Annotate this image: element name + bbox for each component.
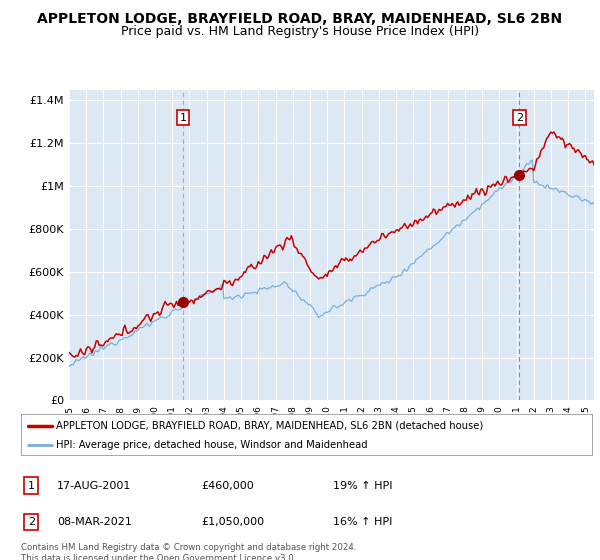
Text: APPLETON LODGE, BRAYFIELD ROAD, BRAY, MAIDENHEAD, SL6 2BN (detached house): APPLETON LODGE, BRAYFIELD ROAD, BRAY, MA…: [56, 421, 484, 431]
Text: 1: 1: [179, 113, 187, 123]
Text: 2: 2: [516, 113, 523, 123]
Text: £460,000: £460,000: [201, 480, 254, 491]
Text: 19% ↑ HPI: 19% ↑ HPI: [333, 480, 392, 491]
Text: 1: 1: [28, 480, 35, 491]
Text: 2: 2: [28, 517, 35, 527]
Text: Price paid vs. HM Land Registry's House Price Index (HPI): Price paid vs. HM Land Registry's House …: [121, 25, 479, 38]
Text: 08-MAR-2021: 08-MAR-2021: [57, 517, 132, 527]
Text: £1,050,000: £1,050,000: [201, 517, 264, 527]
Text: HPI: Average price, detached house, Windsor and Maidenhead: HPI: Average price, detached house, Wind…: [56, 440, 368, 450]
Text: APPLETON LODGE, BRAYFIELD ROAD, BRAY, MAIDENHEAD, SL6 2BN: APPLETON LODGE, BRAYFIELD ROAD, BRAY, MA…: [37, 12, 563, 26]
Text: 16% ↑ HPI: 16% ↑ HPI: [333, 517, 392, 527]
Text: 17-AUG-2001: 17-AUG-2001: [57, 480, 131, 491]
Text: Contains HM Land Registry data © Crown copyright and database right 2024.
This d: Contains HM Land Registry data © Crown c…: [21, 543, 356, 560]
